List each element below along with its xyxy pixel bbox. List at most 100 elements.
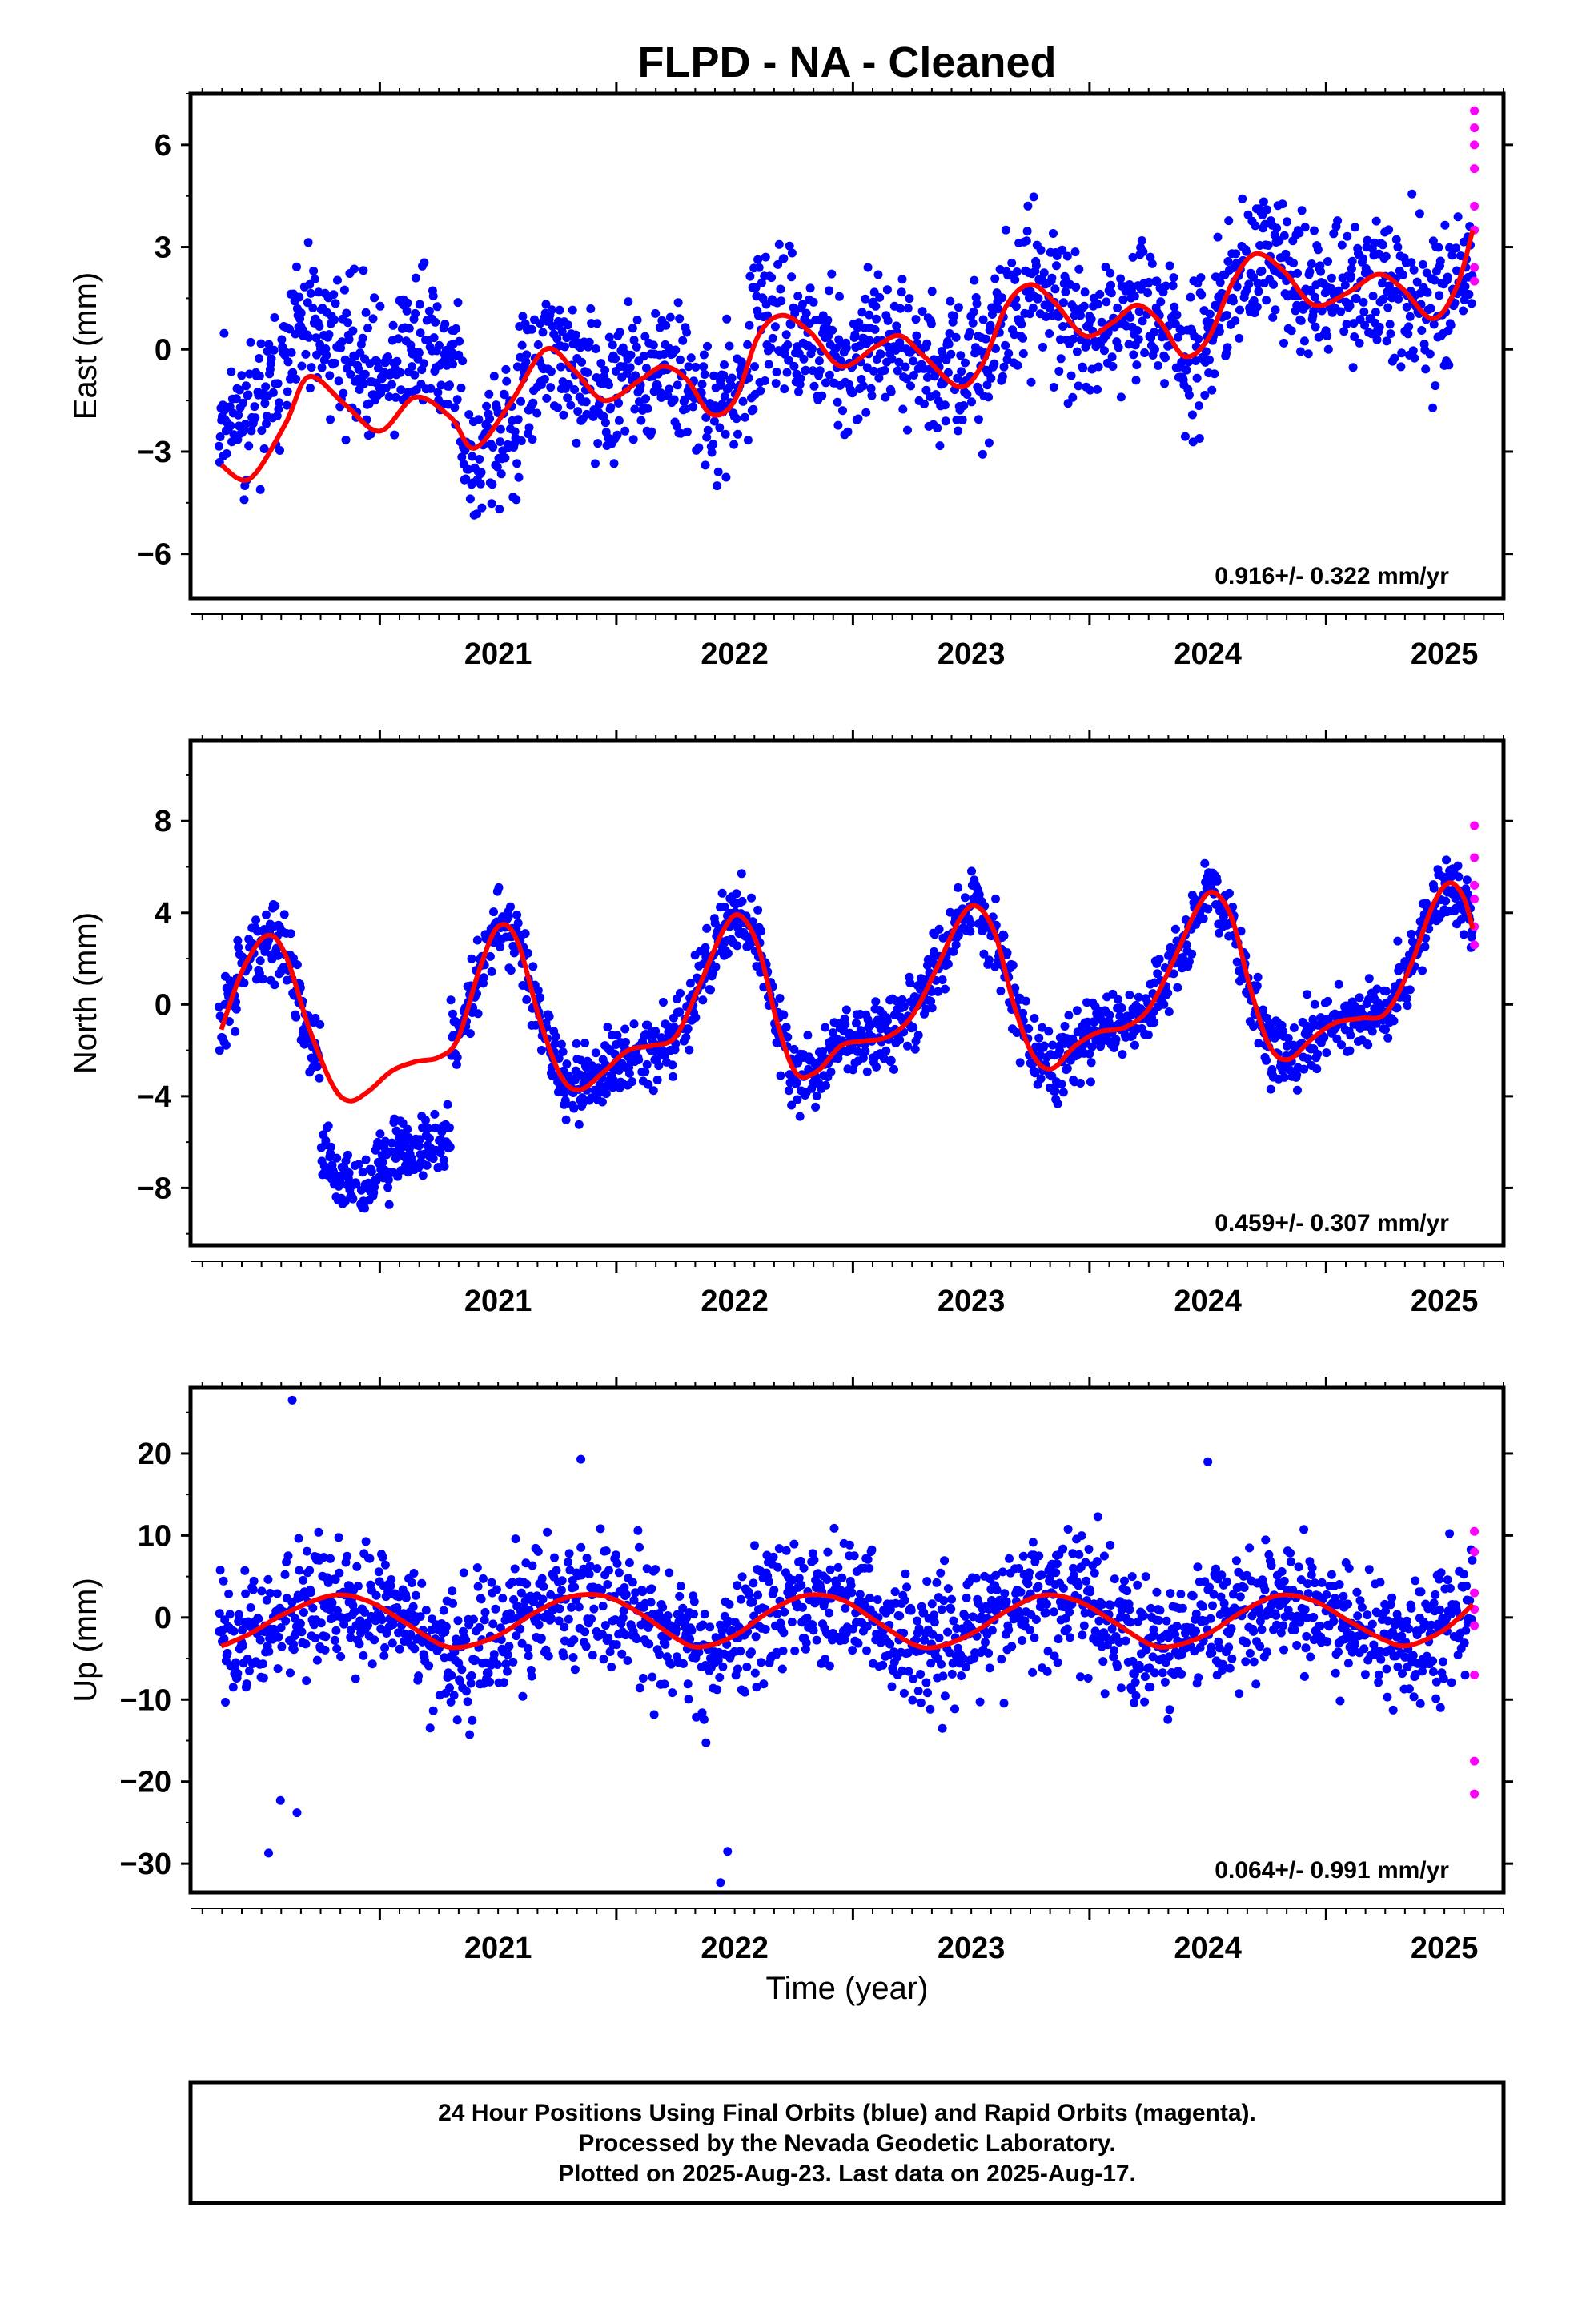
- data-point: [604, 1633, 613, 1642]
- data-point: [1188, 437, 1198, 447]
- data-point: [308, 1603, 318, 1613]
- data-point: [871, 301, 881, 311]
- data-point: [1128, 252, 1138, 262]
- data-point: [416, 1612, 425, 1622]
- data-point: [237, 371, 247, 380]
- data-point: [551, 1032, 560, 1041]
- data-point: [896, 304, 905, 313]
- data-point: [1010, 275, 1020, 284]
- data-point: [793, 292, 803, 301]
- y-axis-label-up: Up (mm): [68, 1578, 103, 1703]
- data-point: [1074, 264, 1084, 274]
- data-point: [1097, 317, 1106, 327]
- data-point: [841, 1603, 850, 1613]
- data-point: [1383, 303, 1393, 312]
- data-point: [629, 336, 639, 345]
- data-point: [991, 894, 1000, 903]
- data-point: [1412, 277, 1422, 287]
- data-point: [591, 459, 600, 468]
- data-point: [1293, 268, 1302, 278]
- data-point: [996, 987, 1006, 995]
- x-tick-label: 2021: [464, 1285, 532, 1318]
- data-point: [902, 374, 912, 384]
- data-point: [409, 1569, 419, 1578]
- data-point: [1295, 228, 1304, 238]
- data-point: [701, 943, 710, 952]
- data-point: [604, 380, 613, 390]
- data-point: [570, 1665, 580, 1675]
- data-point: [1086, 1077, 1095, 1087]
- data-point: [1004, 348, 1014, 358]
- data-point: [733, 941, 742, 951]
- data-point: [374, 1567, 383, 1577]
- data-point: [259, 1673, 268, 1683]
- x-tick-label: 2023: [938, 1285, 1006, 1318]
- data-point: [378, 1157, 387, 1167]
- data-point: [652, 381, 662, 391]
- data-point: [930, 947, 939, 956]
- data-point: [733, 429, 742, 439]
- data-point: [721, 472, 731, 482]
- data-point: [789, 1044, 799, 1054]
- data-point: [1138, 316, 1147, 326]
- data-point: [561, 1115, 571, 1124]
- data-point: [276, 1623, 286, 1633]
- data-point: [584, 1570, 594, 1579]
- data-point: [1223, 343, 1232, 352]
- data-point: [430, 1109, 440, 1119]
- data-point: [1454, 872, 1464, 882]
- data-point: [1364, 974, 1374, 983]
- data-point: [582, 1554, 592, 1562]
- data-point: [790, 308, 800, 318]
- data-point: [244, 441, 254, 451]
- data-point: [506, 902, 515, 911]
- data-point: [689, 1610, 698, 1619]
- data-point: [1347, 256, 1357, 266]
- data-point: [713, 481, 722, 491]
- data-point: [323, 1121, 333, 1131]
- data-point: [479, 1574, 488, 1583]
- data-point: [1058, 298, 1068, 308]
- data-point: [797, 300, 807, 309]
- data-point: [651, 308, 661, 318]
- y-axis-label-east: East (mm): [68, 272, 103, 420]
- data-point: [414, 348, 424, 357]
- data-point: [676, 1582, 685, 1591]
- data-point: [261, 382, 271, 392]
- data-point: [1154, 361, 1162, 370]
- data-point: [508, 1657, 518, 1667]
- data-point: [360, 1607, 369, 1617]
- data-point: [702, 923, 712, 933]
- data-point: [1068, 392, 1078, 402]
- data-point: [1333, 216, 1343, 226]
- data-point: [1215, 928, 1224, 938]
- data-point: [615, 328, 624, 337]
- data-point: [865, 1563, 874, 1573]
- data-point: [1052, 251, 1062, 260]
- data-point: [905, 294, 914, 304]
- data-point: [315, 1019, 325, 1029]
- data-point: [1036, 245, 1046, 255]
- data-point: [231, 394, 241, 404]
- data-point: [1184, 357, 1194, 367]
- data-point: [753, 1590, 763, 1600]
- data-point: [1462, 875, 1472, 885]
- data-point: [297, 1627, 307, 1637]
- data-point: [368, 314, 378, 324]
- data-point: [246, 337, 255, 347]
- data-point: [926, 996, 936, 1006]
- data-point: [847, 1588, 857, 1598]
- x-tick-label: 2023: [938, 1932, 1006, 1965]
- data-point: [1242, 247, 1251, 256]
- data-point: [485, 414, 495, 424]
- data-point: [560, 342, 569, 352]
- rapid-orbit-point: [1470, 123, 1480, 133]
- data-point: [863, 263, 873, 272]
- data-point: [1429, 320, 1439, 329]
- data-point: [496, 437, 505, 447]
- data-point: [641, 394, 651, 404]
- data-point: [1054, 367, 1064, 376]
- data-point: [805, 283, 815, 293]
- data-point: [1024, 1024, 1034, 1033]
- data-point: [221, 1040, 231, 1050]
